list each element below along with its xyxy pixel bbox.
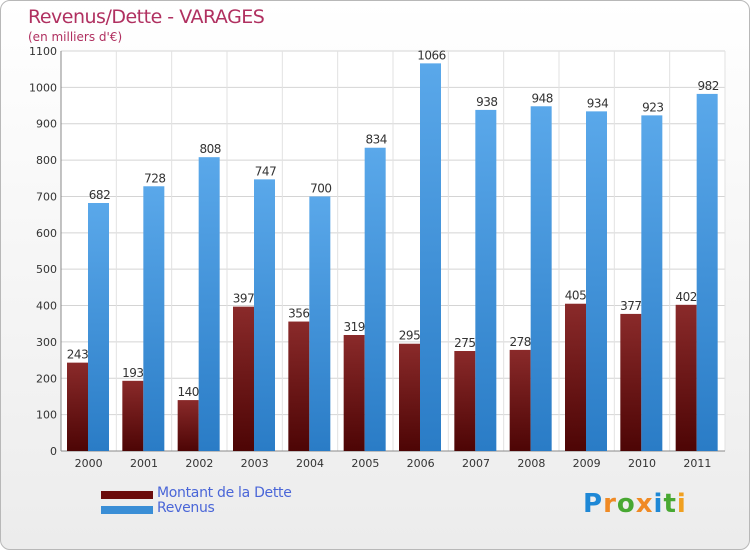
bar-revenus	[254, 179, 275, 451]
x-tick-label: 2003	[241, 457, 269, 470]
data-label-debt: 278	[509, 335, 530, 349]
data-label-debt: 397	[233, 292, 254, 306]
data-label-debt: 377	[620, 299, 641, 313]
bar-revenus	[530, 106, 552, 451]
bar-debt	[288, 321, 310, 451]
y-tick-label: 1100	[29, 45, 57, 58]
bar-debt	[620, 313, 642, 451]
bar-revenus	[475, 109, 497, 451]
bar-revenus	[696, 93, 718, 451]
data-label-revenus: 682	[89, 188, 110, 202]
y-tick-label: 700	[36, 190, 57, 203]
data-label-debt: 295	[399, 329, 420, 343]
data-label-revenus: 934	[587, 96, 608, 110]
x-tick-label: 2007	[462, 457, 490, 470]
x-tick-label: 2008	[517, 457, 545, 470]
data-label-revenus: 700	[310, 181, 331, 195]
data-label-debt: 140	[177, 385, 198, 399]
data-label-revenus: 747	[255, 164, 276, 178]
bar-revenus	[641, 115, 663, 451]
bar-revenus	[143, 186, 165, 452]
y-tick-label: 1000	[29, 81, 57, 94]
bar-revenus	[586, 111, 607, 451]
data-label-debt: 275	[454, 336, 475, 350]
logo-letter: P	[583, 489, 604, 519]
bar-debt	[675, 304, 697, 451]
x-tick-label: 2010	[628, 457, 656, 470]
data-label-revenus: 923	[642, 100, 663, 114]
bar-revenus	[198, 157, 220, 451]
bar-debt	[565, 303, 586, 451]
y-tick-label: 300	[36, 336, 57, 349]
bar-debt	[509, 349, 531, 451]
bar-debt	[122, 380, 144, 451]
logo-letter: r	[603, 489, 617, 519]
data-label-revenus: 982	[697, 79, 718, 93]
x-tick-label: 2002	[185, 457, 213, 470]
y-tick-label: 100	[36, 409, 57, 422]
y-tick-label: 500	[36, 263, 57, 276]
legend-swatch-debt	[101, 491, 153, 499]
bar-debt	[67, 362, 88, 451]
bar-revenus	[364, 147, 386, 451]
bar-revenus	[88, 203, 109, 451]
bar-revenus	[420, 63, 441, 451]
data-label-revenus: 1066	[417, 48, 446, 62]
data-label-debt: 402	[675, 290, 696, 304]
y-tick-label: 800	[36, 154, 57, 167]
x-tick-label: 2001	[130, 457, 158, 470]
logo-letter: i	[676, 489, 687, 519]
data-label-debt: 193	[122, 366, 143, 380]
chart-title: Revenus/Dette - VARAGES	[28, 6, 265, 28]
y-tick-label: 900	[36, 118, 57, 131]
legend-swatch-revenus	[101, 506, 153, 514]
legend-label-revenus: Revenus	[157, 500, 215, 516]
x-tick-label: 2011	[683, 457, 711, 470]
y-tick-label: 400	[36, 300, 57, 313]
data-label-revenus: 948	[531, 91, 552, 105]
proxiti-logo: Proxiti	[583, 489, 687, 519]
legend-label-debt: Montant de la Dette	[157, 485, 292, 501]
data-label-debt: 356	[288, 307, 309, 321]
bar-revenus	[309, 196, 331, 451]
x-tick-label: 2005	[351, 457, 379, 470]
x-tick-label: 2000	[75, 457, 103, 470]
data-label-debt: 319	[343, 320, 364, 334]
bar-debt	[399, 343, 420, 451]
data-label-revenus: 938	[476, 95, 497, 109]
y-tick-label: 0	[50, 445, 57, 458]
x-tick-label: 2006	[407, 457, 435, 470]
y-tick-label: 200	[36, 372, 57, 385]
logo-letter: t	[663, 489, 677, 519]
logo-letter: o	[616, 489, 636, 519]
bar-debt	[177, 400, 199, 451]
data-label-revenus: 834	[365, 133, 386, 147]
y-tick-label: 600	[36, 227, 57, 240]
x-tick-label: 2004	[296, 457, 324, 470]
bar-debt	[343, 335, 365, 451]
bar-debt	[233, 306, 254, 451]
data-label-debt: 243	[67, 348, 88, 362]
data-label-revenus: 808	[199, 142, 220, 156]
logo-letter: x	[635, 489, 654, 519]
chart-subtitle: (en milliers d'€)	[28, 30, 123, 44]
data-label-revenus: 728	[144, 171, 165, 185]
bar-debt	[454, 351, 476, 451]
logo-letter: i	[653, 489, 664, 519]
data-label-debt: 405	[565, 289, 586, 303]
x-tick-label: 2009	[573, 457, 601, 470]
